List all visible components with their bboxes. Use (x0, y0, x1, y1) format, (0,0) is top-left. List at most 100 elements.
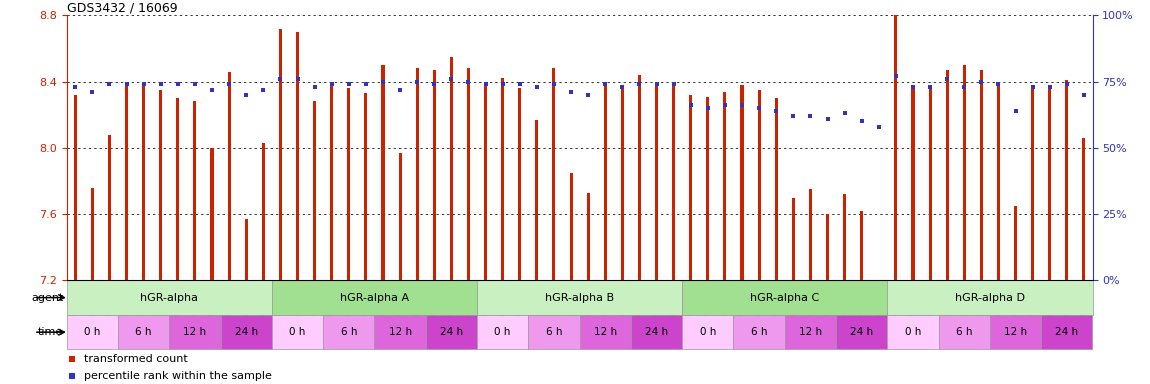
Text: hGR-alpha A: hGR-alpha A (340, 293, 409, 303)
Text: hGR-alpha: hGR-alpha (140, 293, 198, 303)
Text: 6 h: 6 h (956, 327, 973, 337)
Text: 12 h: 12 h (183, 327, 207, 337)
Bar (791, 197, 795, 280)
Text: percentile rank within the sample: percentile rank within the sample (84, 371, 273, 381)
Bar (176, 98, 179, 280)
Text: 24 h: 24 h (235, 327, 258, 337)
Bar (631, 315, 682, 349)
Text: hGR-alpha B: hGR-alpha B (545, 293, 614, 303)
Bar (450, 57, 453, 280)
Bar (877, 280, 881, 282)
Text: GDS3432 / 16069: GDS3432 / 16069 (67, 1, 177, 14)
Bar (963, 65, 966, 280)
Bar (432, 70, 436, 280)
Bar (313, 101, 316, 280)
Bar (638, 75, 641, 280)
Bar (656, 82, 658, 280)
Bar (67, 280, 271, 315)
Bar (426, 315, 477, 349)
Bar (945, 70, 949, 280)
Text: hGR-alpha C: hGR-alpha C (750, 293, 820, 303)
Bar (895, 5, 897, 280)
Bar (296, 32, 299, 280)
Bar (528, 315, 580, 349)
Bar (775, 98, 777, 280)
Bar (169, 315, 221, 349)
Bar (477, 315, 528, 349)
Bar (74, 95, 77, 280)
Bar (108, 135, 112, 280)
Bar (501, 78, 504, 280)
Bar (210, 148, 214, 280)
Bar (569, 173, 573, 280)
Text: 6 h: 6 h (751, 327, 767, 337)
Bar (519, 88, 521, 280)
Bar (477, 280, 682, 315)
Text: 24 h: 24 h (645, 327, 668, 337)
Bar (1014, 206, 1017, 280)
Bar (382, 65, 384, 280)
Bar (399, 153, 401, 280)
Text: 12 h: 12 h (389, 327, 412, 337)
Bar (347, 88, 351, 280)
Bar (734, 315, 784, 349)
Text: 0 h: 0 h (494, 327, 511, 337)
Text: 12 h: 12 h (1004, 327, 1027, 337)
Bar (193, 101, 197, 280)
Text: 6 h: 6 h (136, 327, 152, 337)
Bar (860, 211, 864, 280)
Bar (143, 85, 145, 280)
Bar (323, 315, 375, 349)
Bar (682, 315, 734, 349)
Bar (271, 315, 323, 349)
Bar (467, 68, 470, 280)
Bar (808, 189, 812, 280)
Bar (552, 68, 555, 280)
Text: 6 h: 6 h (546, 327, 562, 337)
Bar (91, 188, 94, 280)
Bar (535, 120, 538, 280)
Bar (271, 280, 477, 315)
Bar (706, 96, 710, 280)
Bar (997, 82, 1000, 280)
Bar (330, 83, 333, 280)
Bar (125, 85, 128, 280)
Bar (586, 192, 590, 280)
Text: time: time (38, 327, 63, 337)
Bar (1082, 138, 1086, 280)
Bar (758, 90, 760, 280)
Bar (672, 85, 675, 280)
Bar (118, 315, 169, 349)
Text: 24 h: 24 h (850, 327, 873, 337)
Bar (689, 95, 692, 280)
Bar (938, 315, 990, 349)
Bar (221, 315, 271, 349)
Bar (415, 68, 419, 280)
Text: 24 h: 24 h (1056, 327, 1079, 337)
Bar (67, 315, 118, 349)
Text: 24 h: 24 h (439, 327, 463, 337)
Bar (741, 85, 744, 280)
Bar (621, 86, 624, 280)
Text: 12 h: 12 h (593, 327, 616, 337)
Text: transformed count: transformed count (84, 354, 187, 364)
Text: 0 h: 0 h (699, 327, 716, 337)
Text: 12 h: 12 h (799, 327, 822, 337)
Text: 0 h: 0 h (290, 327, 306, 337)
Bar (928, 85, 932, 280)
Bar (1065, 80, 1068, 280)
Bar (912, 88, 914, 280)
Bar (784, 315, 836, 349)
Bar (888, 280, 1092, 315)
Bar (1032, 86, 1034, 280)
Bar (1048, 86, 1051, 280)
Text: 0 h: 0 h (905, 327, 921, 337)
Bar (580, 315, 631, 349)
Bar (228, 72, 231, 280)
Bar (980, 70, 983, 280)
Bar (826, 214, 829, 280)
Bar (888, 315, 938, 349)
Bar (836, 315, 888, 349)
Bar (159, 90, 162, 280)
Bar (723, 91, 727, 280)
